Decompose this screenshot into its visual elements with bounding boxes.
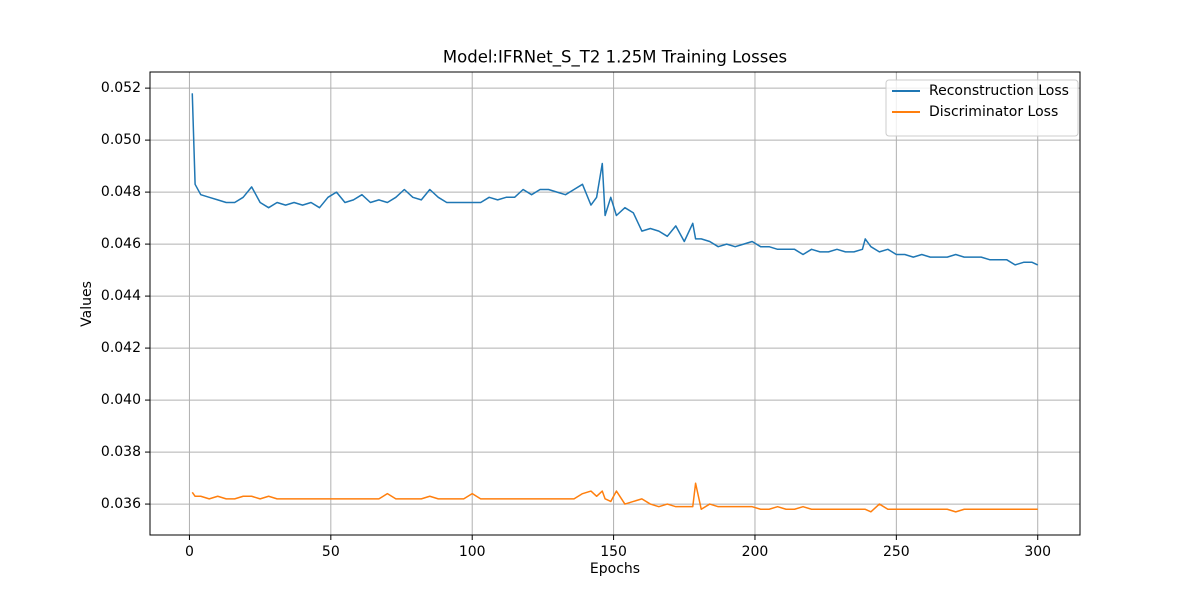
x-tick-label: 100 [459,544,486,560]
y-tick-label: 0.044 [101,288,141,304]
y-tick-label: 0.052 [101,80,141,96]
chart-title: Model:IFRNet_S_T2 1.25M Training Losses [443,48,787,68]
legend-label: Discriminator Loss [929,104,1058,120]
y-tick-label: 0.046 [101,236,141,252]
x-tick-label: 0 [185,544,194,560]
x-axis-label: Epochs [590,561,640,577]
y-tick-label: 0.048 [101,184,141,200]
x-tick-label: 200 [742,544,769,560]
y-axis-label: Values [79,281,95,327]
x-tick-label: 300 [1024,544,1051,560]
y-tick-label: 0.040 [101,392,141,408]
legend-label: Reconstruction Loss [929,83,1069,99]
line-series [191,93,1039,266]
legend: Reconstruction Loss Discriminator Loss [885,79,1079,137]
y-tick-label: 0.050 [101,132,141,148]
plot-frame [149,71,1081,536]
legend-box [885,79,1079,137]
y-tick-label: 0.036 [101,496,141,512]
x-tick-label: 250 [883,544,910,560]
x-tick-label: 150 [600,544,627,560]
y-tick-label: 0.042 [101,340,141,356]
line-series [191,482,1038,513]
y-tick-label: 0.038 [101,444,141,460]
x-tick-label: 50 [322,544,340,560]
